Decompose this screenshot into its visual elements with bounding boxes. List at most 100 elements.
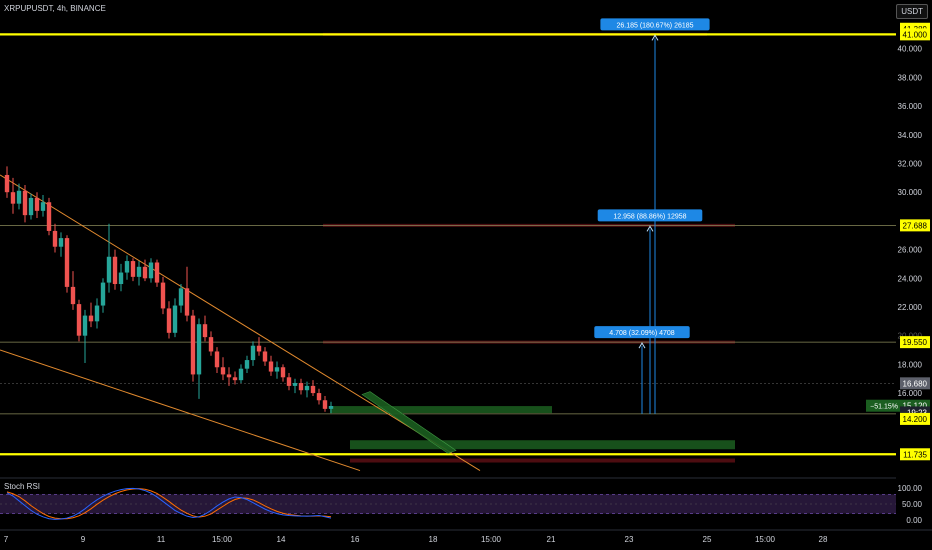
measure-label-text: 26.185 (180.67%) 26185 bbox=[616, 22, 693, 29]
measure-arrowhead bbox=[638, 342, 646, 349]
candle-body bbox=[142, 266, 148, 279]
price-tick-label: 18.000 bbox=[898, 360, 923, 369]
candle-body bbox=[298, 383, 304, 391]
measure-label-box bbox=[597, 209, 703, 222]
price-badge-text: 15.120 bbox=[903, 402, 928, 411]
candle-body bbox=[220, 367, 226, 375]
candle-body bbox=[160, 282, 166, 309]
candle-body bbox=[154, 262, 160, 283]
candle-body bbox=[16, 190, 22, 204]
time-tick-label: 9 bbox=[81, 535, 86, 544]
candle-body bbox=[172, 305, 178, 333]
candle-body bbox=[328, 405, 334, 409]
stoch-rsi-pane: 100.00 50.00 0.00 bbox=[0, 477, 923, 525]
stoch-tick-label: 100.00 bbox=[898, 484, 923, 493]
price-tick-label: 22.000 bbox=[898, 303, 923, 312]
target-zone bbox=[350, 458, 735, 463]
candle-body bbox=[10, 192, 16, 204]
candle-body bbox=[58, 238, 64, 247]
candle-body bbox=[178, 288, 184, 306]
stoch-tick-label: 0.00 bbox=[906, 516, 922, 525]
candle-body bbox=[112, 256, 118, 285]
price-badge bbox=[900, 412, 930, 425]
stoch-k-line bbox=[6, 487, 332, 520]
time-tick-label: 18 bbox=[429, 535, 438, 544]
lines-layer bbox=[0, 33, 896, 472]
candle-body bbox=[274, 367, 280, 372]
time-tick-label: 14 bbox=[277, 535, 286, 544]
candle-body bbox=[148, 262, 154, 279]
measure-label-text: 4.708 (32.09%) 4708 bbox=[609, 330, 674, 337]
measure-label-box bbox=[594, 326, 690, 339]
candle-body bbox=[28, 197, 34, 216]
candle-body bbox=[4, 174, 10, 193]
price-tick-label: 30.000 bbox=[898, 188, 923, 197]
price-badge bbox=[900, 336, 930, 349]
candle-body bbox=[322, 400, 328, 409]
upper-trendline bbox=[0, 174, 481, 471]
change-badge-text: −51.15% bbox=[870, 404, 898, 411]
target-zone bbox=[350, 440, 735, 450]
price-badge-text: 27.688 bbox=[903, 221, 928, 230]
target-zone bbox=[330, 406, 552, 414]
candle-body bbox=[70, 286, 76, 305]
candles-layer bbox=[4, 166, 334, 414]
time-tick-label: 15:00 bbox=[755, 535, 776, 544]
candle-body bbox=[250, 345, 256, 361]
candle-body bbox=[124, 261, 130, 273]
price-badge bbox=[900, 448, 930, 461]
candle-body bbox=[106, 256, 112, 283]
time-tick-label: 11 bbox=[157, 535, 166, 544]
candle-body bbox=[256, 345, 262, 352]
currency-button[interactable]: USDT bbox=[896, 4, 928, 19]
measure-label-text: 12.958 (88.86%) 12958 bbox=[613, 213, 686, 220]
candle-body bbox=[46, 202, 52, 231]
price-badge bbox=[900, 377, 930, 390]
time-tick-label: 7 bbox=[4, 535, 9, 544]
candle-body bbox=[82, 315, 88, 336]
candle-body bbox=[226, 374, 232, 378]
price-axis: 40.000 38.000 36.000 34.000 32.000 30.000 26.0… bbox=[866, 22, 930, 461]
candle-body bbox=[202, 324, 208, 338]
price-tick-label: 36.000 bbox=[898, 102, 923, 111]
measure-arrowhead bbox=[646, 225, 654, 232]
candle-body bbox=[52, 230, 58, 247]
price-tick-label: 16.000 bbox=[898, 389, 923, 398]
time-tick-label: 28 bbox=[819, 535, 828, 544]
candle-body bbox=[292, 383, 298, 386]
candle-body bbox=[100, 282, 106, 306]
time-tick-label: 25 bbox=[703, 535, 712, 544]
price-tick-label: 34.000 bbox=[898, 131, 923, 140]
candle-body bbox=[88, 315, 94, 322]
price-badge bbox=[900, 28, 930, 41]
stoch-tick-label: 50.00 bbox=[902, 500, 923, 509]
candle-body bbox=[34, 197, 40, 211]
price-tick-label: 32.000 bbox=[898, 159, 923, 168]
candle-body bbox=[214, 351, 220, 368]
candle-body bbox=[76, 304, 82, 336]
time-tick-label: 21 bbox=[547, 535, 556, 544]
candle-body bbox=[232, 377, 238, 381]
candle-body bbox=[304, 385, 310, 391]
candle-body bbox=[64, 238, 70, 287]
time-tick-label: 23 bbox=[625, 535, 634, 544]
candle-body bbox=[238, 368, 244, 381]
stoch-band bbox=[0, 494, 896, 514]
time-tick-label: 15:00 bbox=[481, 535, 502, 544]
measure-label-box bbox=[600, 18, 710, 31]
candle-body bbox=[136, 266, 142, 277]
candle-body bbox=[166, 308, 172, 333]
time-tick-label: 15:00 bbox=[212, 535, 233, 544]
price-tick-label: 40.000 bbox=[898, 45, 923, 54]
price-tick-label: 24.000 bbox=[898, 274, 923, 283]
candle-body bbox=[40, 202, 46, 211]
candle-body bbox=[130, 261, 136, 277]
candle-body bbox=[118, 272, 124, 285]
candle-body bbox=[280, 367, 286, 378]
projection-channel bbox=[361, 391, 457, 454]
symbol-label: XRPUPUSDT, 4h, BINANCE bbox=[4, 4, 106, 13]
candle-body bbox=[196, 324, 202, 375]
zones-layer bbox=[323, 32, 735, 463]
time-tick-label: 16 bbox=[351, 535, 360, 544]
